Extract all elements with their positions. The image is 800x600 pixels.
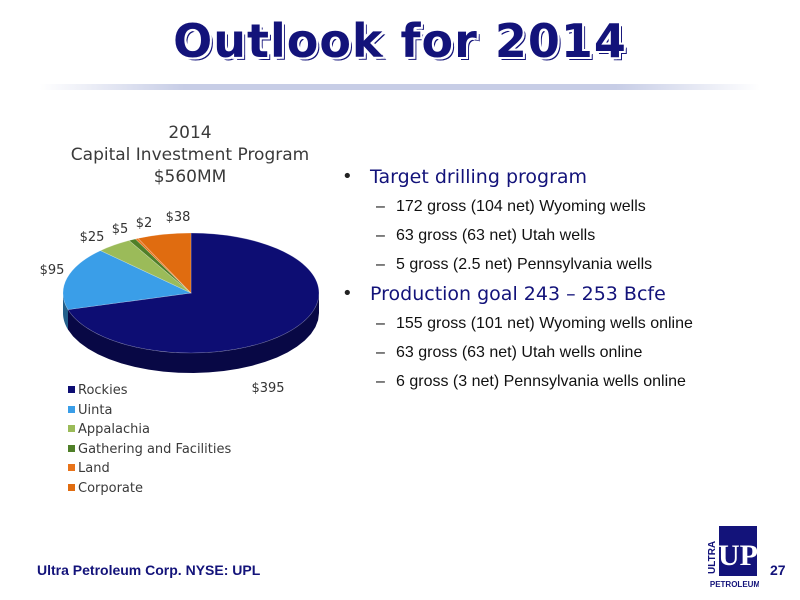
logo-bottom-text: PETROLEUM (710, 580, 759, 589)
dash-marker: – (376, 373, 385, 390)
chart-title-line-2: Capital Investment Program (70, 145, 310, 165)
data-label-corporate: $38 (166, 210, 191, 225)
dash-marker: – (376, 315, 385, 332)
pie-slice-appalachia (99, 240, 192, 294)
data-label-land: $2 (136, 216, 153, 231)
dash-marker: – (376, 227, 385, 244)
pie-slice-corporate (137, 232, 192, 294)
chart-title-line-3: $560MM (153, 167, 227, 187)
bullet-heading-production: • Production goal 243 – 253 Bcfe (340, 279, 780, 309)
title-divider (40, 84, 760, 90)
logo-vertical-text: ULTRA (707, 541, 718, 574)
legend-label-land: Land (78, 461, 110, 477)
bullet-item: –63 gross (63 net) Utah wells (340, 221, 780, 250)
legend-label-appalachia: Appalachia (78, 422, 150, 438)
chart-title-line-1: 2014 (168, 123, 212, 143)
chart-legend: Rockies Uinta Appalachia Gathering and F… (68, 381, 231, 499)
bullet-item-text: 6 gross (3 net) Pennsylvania wells onlin… (396, 373, 686, 390)
legend-label-gathering: Gathering and Facilities (78, 441, 232, 457)
bullet-heading-text: Production goal 243 – 253 Bcfe (370, 283, 666, 305)
legend-swatch-gathering (68, 444, 75, 452)
legend-item-land: Land (68, 459, 231, 479)
legend-item-appalachia: Appalachia (68, 420, 231, 440)
bullet-item: –155 gross (101 net) Wyoming wells onlin… (340, 309, 780, 338)
data-label-uinta: $95 (40, 263, 65, 278)
data-label-appalachia: $25 (80, 230, 105, 245)
bullet-marker: • (342, 166, 353, 187)
bullet-item: –5 gross (2.5 net) Pennsylvania wells (340, 250, 780, 279)
slide-title: Outlook for 2014 (173, 14, 627, 68)
bullet-marker: • (342, 283, 353, 304)
data-label-gathering: $5 (112, 222, 129, 237)
pie-chart: $395 $95 $25 $5 $2 $38 (40, 210, 320, 396)
legend-item-gathering: Gathering and Facilities (68, 440, 231, 460)
bullet-item: –172 gross (104 net) Wyoming wells (340, 192, 780, 221)
legend-item-corporate: Corporate (68, 479, 231, 499)
legend-label-uinta: Uinta (78, 402, 113, 418)
bullet-item: –63 gross (63 net) Utah wells online (340, 338, 780, 367)
data-label-rockies: $395 (251, 381, 284, 396)
bullet-item-text: 63 gross (63 net) Utah wells online (396, 344, 643, 361)
bullet-item-text: 5 gross (2.5 net) Pennsylvania wells (396, 256, 653, 273)
bullet-item-text: 172 gross (104 net) Wyoming wells (396, 198, 646, 215)
company-logo: UP ULTRA PETROLEUM (707, 526, 759, 589)
chart-title: 2014 Capital Investment Program $560MM (40, 122, 340, 188)
bullet-item-text: 155 gross (101 net) Wyoming wells online (396, 315, 693, 332)
legend-label-rockies: Rockies (78, 383, 128, 398)
dash-marker: – (376, 256, 385, 273)
legend-label-corporate: Corporate (78, 480, 143, 496)
page-number: 27 (770, 562, 786, 578)
pie-side-rockies (68, 293, 319, 373)
dash-marker: – (376, 198, 385, 215)
pie-slice-land (134, 238, 192, 294)
legend-swatch-rockies (68, 386, 75, 393)
legend-item-rockies: Rockies (68, 381, 231, 401)
bullet-item: –6 gross (3 net) Pennsylvania wells onli… (340, 367, 780, 396)
legend-swatch-corporate (68, 483, 75, 491)
legend-swatch-appalachia (68, 425, 75, 433)
pie-slice-uinta (62, 250, 193, 310)
legend-swatch-land (68, 464, 75, 472)
bullet-heading-drilling: • Target drilling program (340, 162, 780, 192)
bullet-list: • Target drilling program –172 gross (104… (340, 162, 780, 396)
footer-company: Ultra Petroleum Corp. NYSE: UPL (37, 562, 261, 578)
logo-letters: UP (718, 539, 758, 572)
logo-block (719, 526, 757, 576)
pie-slice-rockies (67, 232, 320, 354)
bullet-item-text: 63 gross (63 net) Utah wells (396, 227, 596, 244)
dash-marker: – (376, 344, 385, 361)
pie-slice-gathering (128, 238, 192, 294)
bullet-heading-text: Target drilling program (370, 166, 588, 188)
pie-side-uinta (63, 293, 68, 330)
legend-item-uinta: Uinta (68, 401, 231, 421)
legend-swatch-uinta (68, 405, 75, 413)
